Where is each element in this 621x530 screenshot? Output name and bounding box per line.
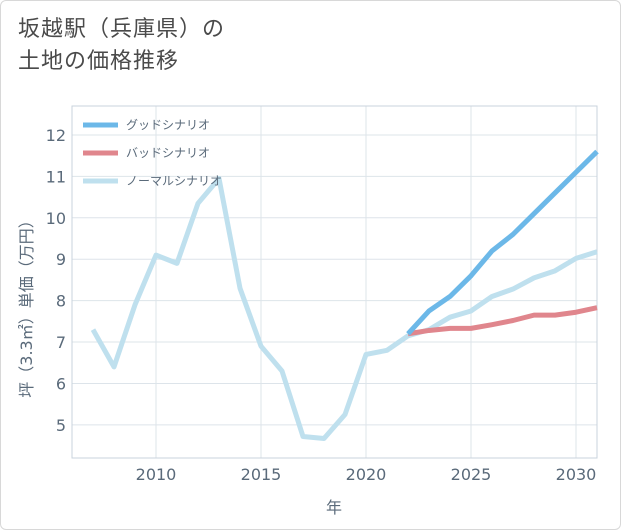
axis-ticks: 5 6 7 8 9 10 11 12 2010 2015 2020 2025 2030	[46, 126, 597, 484]
y-axis-label: 坪（3.3㎡）単価（万円）	[17, 212, 36, 397]
legend-label-2: ノーマルシナリオ	[126, 174, 222, 188]
legend-label-0: グッドシナリオ	[126, 118, 210, 132]
x-tick-label: 2025	[451, 465, 492, 484]
legend-label-1: バッドシナリオ	[126, 146, 210, 160]
x-tick-label: 2015	[241, 465, 282, 484]
y-tick-label: 10	[46, 209, 66, 228]
x-axis-label: 年	[326, 498, 342, 517]
x-tick-label: 2020	[346, 465, 387, 484]
y-tick-label: 7	[56, 333, 66, 352]
y-tick-label: 9	[56, 250, 66, 269]
y-tick-label: 11	[46, 167, 66, 186]
y-tick-label: 12	[46, 126, 66, 145]
title-line-1: 坂越駅（兵庫県）の	[18, 17, 226, 42]
y-tick-label: 5	[56, 416, 66, 435]
y-tick-label: 6	[56, 374, 66, 393]
grid	[71, 105, 598, 459]
series-line-0	[406, 149, 599, 336]
page-title: 坂越駅（兵庫県）の 土地の価格推移	[18, 14, 225, 78]
title-line-2: 土地の価格推移	[18, 49, 180, 74]
x-tick-label: 2030	[556, 465, 597, 484]
plot-frame	[71, 105, 598, 459]
series-line-1	[407, 305, 598, 337]
series-layer	[90, 149, 599, 442]
x-tick-label: 2010	[136, 465, 177, 484]
series-line-2	[90, 175, 598, 442]
y-tick-label: 8	[56, 292, 66, 311]
